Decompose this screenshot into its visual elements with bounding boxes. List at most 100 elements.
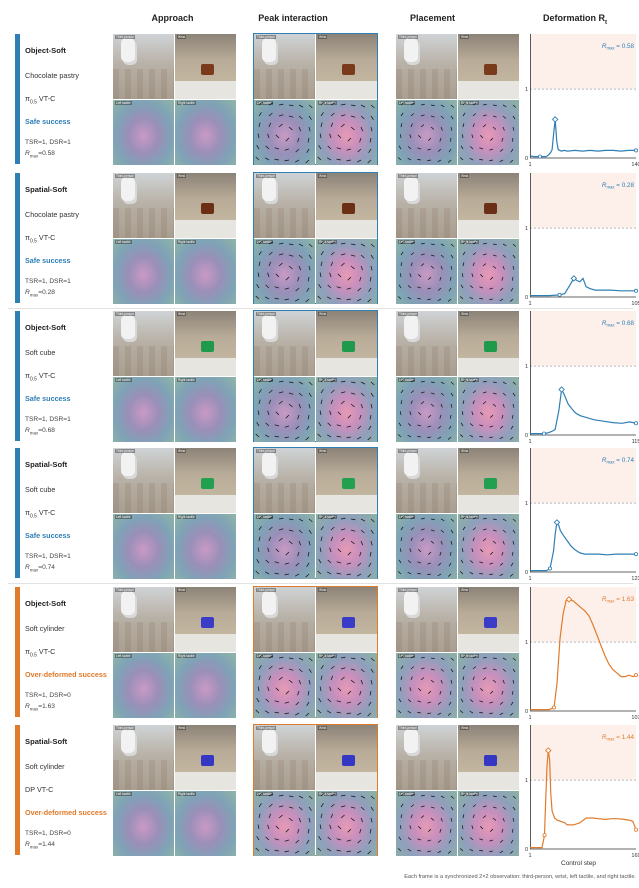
row-policy-variant: VT-C	[35, 785, 54, 794]
left-tactile-view: Left tactile	[254, 653, 315, 718]
tactile-arrow	[499, 850, 504, 854]
tactile-arrow	[320, 251, 324, 256]
tactile-arrow	[462, 516, 467, 520]
tactile-arrow	[427, 298, 432, 301]
tactile-arrow	[256, 421, 260, 427]
result-row: Spatial-Soft Soft cube π0.5 VT-C Safe succe…	[0, 447, 639, 585]
tactile-arrow	[367, 159, 372, 164]
view-tag: Left tactile	[398, 515, 415, 519]
tactile-arrow	[320, 101, 325, 106]
tactile-arrow	[437, 148, 442, 152]
tactile-arrow	[449, 690, 452, 695]
tactile-arrow	[461, 273, 464, 278]
limit-band	[530, 587, 636, 643]
view-tag: Third-person	[256, 726, 277, 730]
view-tag: Third-person	[115, 312, 136, 316]
row-rmax: Rmax=1.44	[25, 841, 55, 849]
tactile-arrow	[288, 795, 294, 798]
tactile-arrow	[450, 381, 455, 385]
row-object: Soft cube	[25, 348, 56, 357]
tactile-arrow	[502, 529, 507, 533]
tactile-arrow	[336, 561, 342, 564]
tactile-arrow	[295, 701, 300, 706]
row-label-block: Spatial-Soft Soft cylinder DP VT-C Over-def…	[25, 724, 115, 856]
view-tag: Third-person	[398, 174, 419, 178]
tactile-arrow	[462, 526, 466, 531]
tactile-arrow	[469, 710, 474, 714]
tactile-arrow	[330, 379, 336, 383]
tactile-arrow	[398, 284, 402, 289]
tactile-arrow	[400, 526, 404, 531]
tactile-arrow	[428, 828, 432, 832]
tactile-arrow	[367, 712, 372, 717]
tactile-arrow	[512, 518, 517, 522]
limit-band	[530, 173, 636, 229]
tactile-arrow	[499, 287, 504, 291]
tactile-arrow-field	[317, 654, 375, 717]
tactile-arrow	[285, 276, 290, 281]
tactile-arrow	[482, 380, 487, 383]
tactile-arrow	[409, 548, 412, 553]
tactile-arrow	[450, 529, 454, 534]
tactile-arrow	[469, 837, 474, 841]
tactile-arrow	[420, 253, 425, 256]
tactile-arrow	[512, 265, 515, 270]
tactile-arrow	[410, 123, 413, 128]
tactile-arrow	[285, 828, 290, 833]
tactile-arrow	[368, 287, 372, 293]
tactile-arrow	[472, 516, 477, 520]
view-tag: Left tactile	[256, 515, 273, 519]
tactile-arrow	[340, 517, 346, 520]
view-tag: Left tactile	[115, 515, 132, 519]
tactile-arrow	[320, 112, 324, 117]
header-peak-interaction: Peak interaction	[258, 13, 328, 23]
tactile-arrow	[320, 240, 325, 245]
tactile-arrow	[330, 655, 336, 659]
tactile-arrow	[410, 400, 413, 405]
tactile-arrow	[288, 243, 294, 246]
tactile-arrow	[330, 122, 334, 128]
view-tag: Third-person	[115, 588, 136, 592]
tactile-arrow	[350, 518, 356, 521]
tactile-arrow	[439, 551, 442, 556]
row-object: Chocolate pastry	[25, 71, 79, 80]
tactile-arrow	[472, 379, 477, 383]
tactile-arrow	[502, 518, 507, 522]
tactile-arrow	[417, 147, 422, 150]
row-label-block: Object-Soft Chocolate pastry π0.5 VT-C Safe…	[25, 33, 115, 165]
tactile-arrow	[305, 712, 310, 717]
tactile-arrow	[417, 561, 422, 564]
tactile-arrow	[336, 711, 342, 714]
row-policy: π0.5 VT-C	[25, 371, 55, 382]
tactile-arrow	[288, 668, 294, 671]
tactile-arrow	[305, 850, 310, 855]
tactile-arrow	[450, 806, 454, 811]
tactile-arrow	[479, 297, 484, 300]
view-tag: Right tactile	[460, 240, 479, 244]
tactile-arrow	[502, 795, 507, 799]
row-label-block: Object-Soft Soft cube π0.5 VT-C Safe succes…	[25, 310, 115, 442]
object-thumbnail	[201, 203, 214, 214]
right-tactile-view: Right tactile	[458, 791, 519, 856]
tactile-arrow	[318, 558, 322, 564]
tactile-arrow-field	[255, 515, 313, 578]
tactile-arrow	[448, 701, 452, 706]
tactile-arrow	[306, 839, 310, 845]
row-rmax-sub: max	[29, 292, 39, 298]
tactile-arrow	[448, 425, 452, 430]
tactile-arrow	[471, 548, 474, 553]
tactile-arrow	[340, 380, 346, 383]
tactile-arrow	[502, 806, 507, 810]
third-person-view: Third-person	[254, 725, 315, 790]
view-tag: Wrist	[177, 726, 187, 730]
result-row: Spatial-Soft Soft cylinder DP VT-C Over-def…	[0, 724, 639, 867]
series-start-marker	[551, 705, 556, 710]
tactile-arrow	[512, 381, 517, 385]
tactile-arrow	[410, 537, 413, 542]
object-thumbnail	[342, 617, 355, 628]
view-tag: Third-person	[398, 449, 419, 453]
tactile-arrow	[512, 679, 515, 684]
tactile-arrow	[267, 272, 270, 278]
tactile-arrow	[410, 241, 415, 245]
